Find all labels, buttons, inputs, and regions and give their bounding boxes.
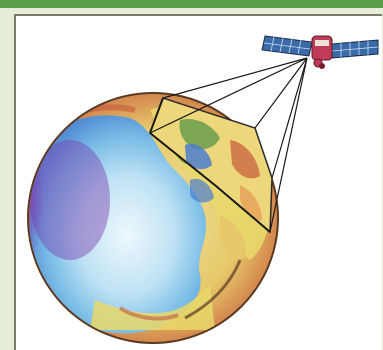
solar-panel-right — [331, 39, 379, 59]
frame-top-border — [0, 0, 383, 8]
satellite — [261, 35, 379, 69]
satellite-body — [311, 35, 333, 69]
sensor-beam-lines — [149, 57, 308, 233]
solar-panel-left — [261, 35, 313, 57]
